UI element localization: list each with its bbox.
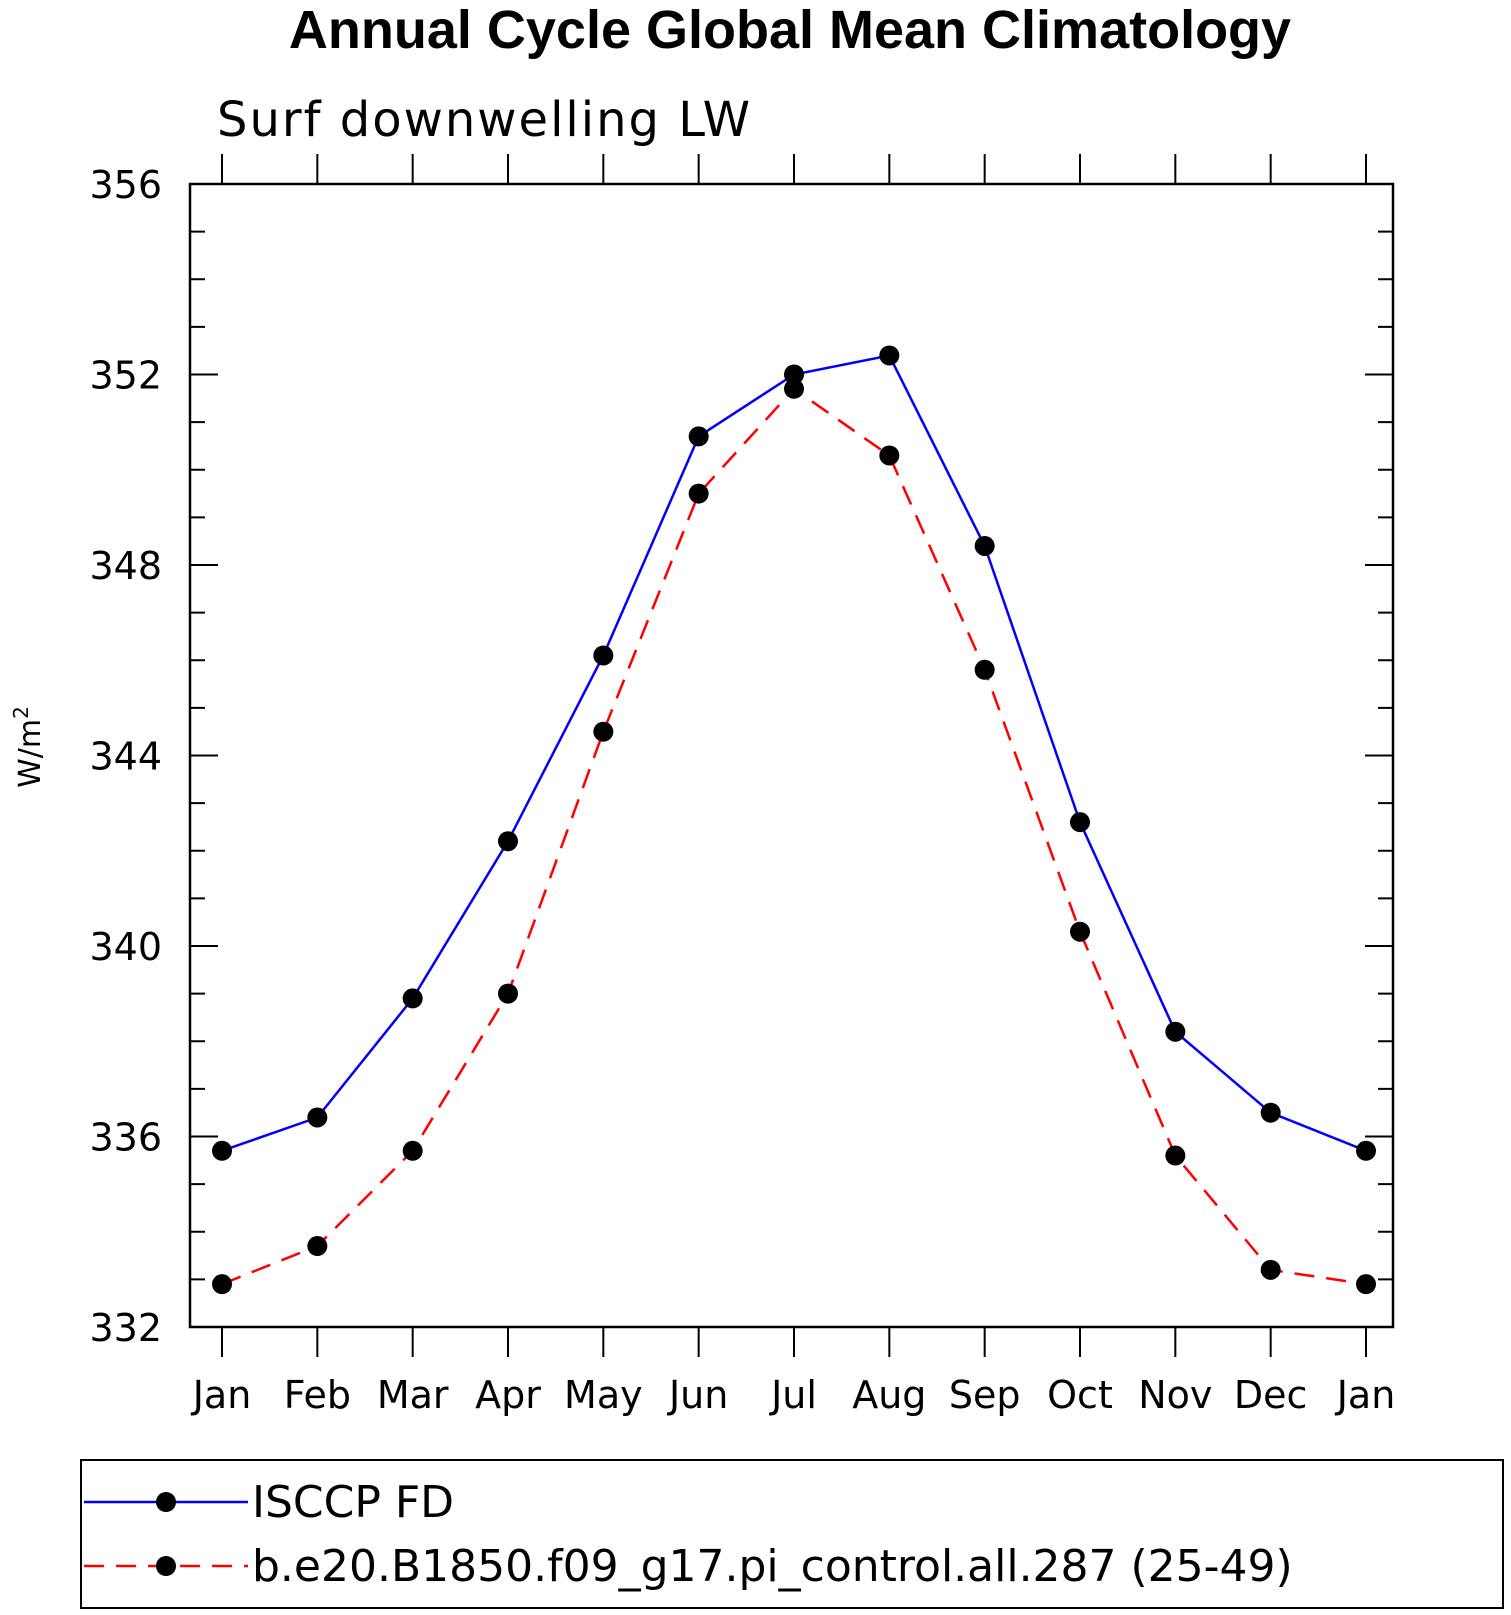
data-point-s2-7: [879, 445, 900, 466]
data-point-s2-9: [1070, 921, 1090, 942]
y-tick-label: 332: [89, 1306, 162, 1350]
y-tick-label: 336: [89, 1116, 162, 1160]
legend-marker-2: [156, 1556, 176, 1576]
data-point-s1-10: [1165, 1021, 1186, 1042]
legend-label-2: b.e20.B1850.f09_g17.pi_control.all.287 (…: [252, 1541, 1293, 1592]
data-point-s2-10: [1165, 1145, 1186, 1166]
x-tick-label: Oct: [1047, 1373, 1113, 1417]
data-point-s1-5: [688, 426, 709, 447]
data-point-s2-4: [593, 721, 614, 742]
data-point-s2-11: [1260, 1259, 1281, 1280]
y-tick-labels: 332 336 340 344 348 352 356: [89, 163, 162, 1350]
x-tick-label: Jan: [191, 1373, 252, 1417]
legend: ISCCP FD b.e20.B1850.f09_g17.pi_control.a…: [84, 1477, 1293, 1592]
data-point-s2-12: [1356, 1274, 1376, 1295]
data-point-s1-2: [402, 988, 423, 1009]
x-tick-label: May: [564, 1373, 643, 1417]
data-point-s1-12: [1356, 1140, 1376, 1161]
x-tick-label: Mar: [377, 1373, 449, 1417]
data-point-s1-8: [974, 535, 995, 556]
data-point-s1-7: [879, 345, 900, 366]
series-layer: [212, 345, 1376, 1295]
chart-subtitle: Surf downwelling LW: [217, 92, 752, 148]
legend-box: [80, 1459, 1504, 1609]
x-tick-label: Jun: [667, 1373, 728, 1417]
y-tick-label: 344: [89, 735, 162, 779]
data-point-s2-5: [688, 483, 709, 504]
y-axis-label: W/m2: [9, 706, 48, 788]
x-tick-labels: Jan Feb Mar Apr May Jun Jul Aug Sep Oct Nov Dec Jan: [191, 1373, 1396, 1417]
x-tick-label: Sep: [949, 1373, 1021, 1417]
x-tick-label: Aug: [852, 1373, 926, 1417]
data-point-s2-2: [402, 1140, 423, 1161]
y-tick-label: 356: [89, 163, 162, 207]
x-tick-label: Feb: [284, 1373, 351, 1417]
x-tick-label: Nov: [1138, 1373, 1212, 1417]
data-point-s1-0: [212, 1140, 232, 1161]
y-tick-label: 340: [89, 925, 162, 969]
legend-label-1: ISCCP FD: [252, 1477, 454, 1528]
data-point-s2-3: [498, 983, 518, 1004]
data-point-s1-9: [1070, 812, 1090, 833]
data-point-s2-1: [307, 1236, 328, 1257]
data-point-s1-4: [593, 645, 614, 666]
legend-marker-1: [156, 1492, 176, 1512]
data-point-s1-3: [498, 831, 518, 852]
y-tick-label: 348: [89, 544, 162, 588]
data-point-s1-11: [1260, 1102, 1281, 1123]
data-point-s1-1: [307, 1107, 328, 1128]
series-line-2: [221, 387, 1367, 1286]
plot-frame: [188, 182, 1395, 1329]
x-tick-label: Apr: [475, 1373, 541, 1417]
series-line-1: [221, 354, 1367, 1152]
data-point-s1-6: [784, 364, 804, 385]
axis-ticks: [190, 154, 1393, 1357]
chart-title: Annual Cycle Global Mean Climatology: [289, 0, 1291, 60]
data-point-s2-8: [974, 659, 995, 680]
x-tick-label: Dec: [1234, 1373, 1308, 1417]
y-axis-label-superscript: 2: [9, 706, 33, 719]
x-tick-label: Jul: [769, 1373, 817, 1417]
data-point-s2-0: [212, 1274, 232, 1295]
data-point-s2-6: [784, 378, 804, 399]
x-tick-label: Jan: [1335, 1373, 1396, 1417]
y-tick-label: 352: [89, 354, 162, 398]
y-axis-label-text: W/m: [13, 719, 48, 788]
